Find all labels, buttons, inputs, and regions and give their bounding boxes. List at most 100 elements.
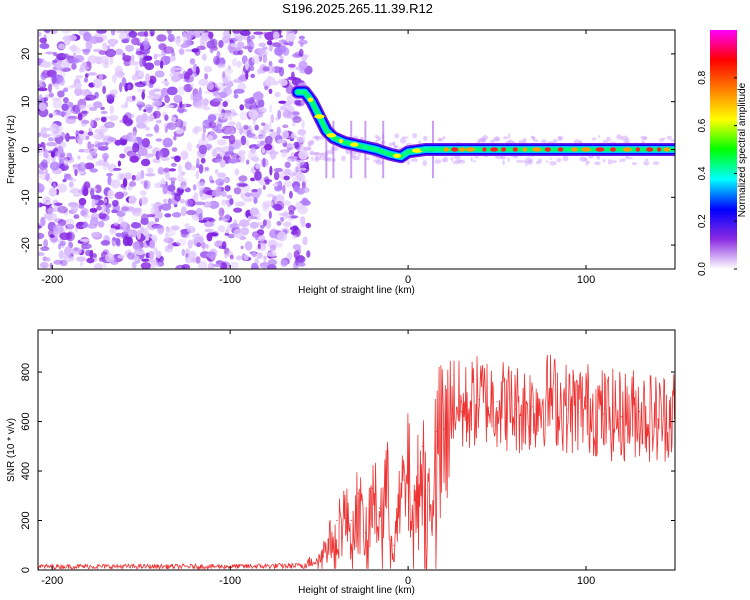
noise-speckle	[105, 203, 112, 209]
noise-speckle	[68, 241, 74, 249]
noise-speckle	[54, 202, 63, 206]
bottom-y-tick-label: 800	[20, 363, 32, 381]
noise-speckle	[38, 225, 43, 229]
noise-speckle	[121, 174, 131, 180]
noise-speckle	[96, 205, 102, 211]
noise-speckle	[146, 167, 154, 174]
noise-speckle	[59, 77, 65, 86]
noise-speckle	[180, 150, 189, 160]
ridge-peak	[338, 138, 344, 144]
noise-speckle	[82, 110, 89, 115]
noise-speckle	[301, 54, 308, 62]
noise-speckle	[171, 162, 177, 167]
top-y-tick-label: 20	[20, 48, 32, 60]
noise-speckle	[229, 198, 234, 205]
noise-speckle	[287, 204, 296, 213]
noise-speckle	[154, 53, 164, 57]
noise-speckle	[243, 45, 254, 50]
noise-speckle	[206, 40, 216, 49]
colorbar-tick-label: 0.2	[697, 214, 708, 228]
noise-speckle	[297, 129, 307, 136]
noise-speckle	[164, 232, 170, 243]
faint-blob	[366, 157, 370, 161]
noise-speckle	[243, 124, 249, 130]
noise-speckle	[207, 114, 217, 122]
noise-speckle	[110, 30, 116, 36]
noise-speckle	[246, 159, 250, 165]
faint-blob	[549, 157, 552, 160]
noise-speckle	[262, 46, 268, 50]
bottom-y-tick-label: 0	[20, 567, 32, 573]
noise-speckle	[298, 48, 304, 57]
ridge-peak	[307, 97, 314, 102]
noise-speckle	[253, 31, 264, 35]
snr-point	[496, 401, 498, 403]
noise-speckle	[266, 251, 277, 257]
noise-speckle	[38, 252, 45, 257]
noise-speckle	[51, 97, 62, 101]
noise-speckle	[244, 192, 252, 197]
noise-speckle	[87, 141, 92, 151]
noise-speckle	[198, 144, 208, 155]
noise-speckle	[300, 100, 305, 105]
noise-speckle	[268, 121, 272, 132]
noise-speckle	[150, 203, 161, 207]
noise-speckle	[81, 66, 90, 70]
noise-speckle	[168, 177, 177, 182]
noise-speckle	[245, 140, 250, 146]
noise-speckle	[200, 157, 206, 164]
noise-speckle	[274, 91, 281, 98]
noise-speckle	[136, 230, 141, 240]
noise-speckle	[276, 126, 281, 136]
noise-speckle	[61, 103, 69, 111]
bottom-x-tick-label: -100	[219, 575, 241, 587]
noise-speckle	[121, 135, 130, 140]
noise-speckle	[123, 59, 132, 67]
noise-speckle	[250, 177, 256, 182]
noise-speckle	[83, 214, 91, 219]
noise-speckle	[180, 43, 188, 49]
noise-speckle	[257, 136, 265, 140]
noise-speckle	[230, 113, 234, 117]
faint-blob	[632, 162, 637, 166]
noise-speckle	[218, 40, 224, 48]
noise-speckle	[276, 242, 283, 248]
noise-speckle	[72, 247, 82, 255]
noise-speckle	[243, 197, 253, 202]
faint-blob	[394, 145, 398, 148]
noise-speckle	[175, 119, 184, 128]
noise-speckle	[74, 169, 78, 177]
noise-speckle	[156, 261, 164, 268]
noise-speckle	[291, 111, 300, 116]
noise-speckle	[210, 179, 215, 184]
snr-plot	[38, 354, 675, 570]
noise-speckle	[45, 51, 55, 55]
noise-speckle	[208, 218, 216, 223]
noise-speckle	[93, 101, 103, 109]
noise-speckle	[257, 243, 261, 250]
noise-speckle	[251, 189, 259, 193]
noise-speckle	[106, 207, 110, 215]
noise-speckle	[63, 87, 69, 93]
noise-speckle	[233, 93, 239, 99]
noise-speckle	[121, 77, 127, 87]
ridge-peak	[663, 147, 670, 152]
noise-speckle	[143, 37, 149, 45]
noise-speckle	[228, 158, 239, 164]
noise-speckle	[178, 164, 182, 174]
noise-speckle	[104, 121, 115, 129]
noise-speckle	[177, 104, 185, 114]
noise-speckle	[46, 142, 57, 147]
noise-speckle	[274, 200, 285, 211]
noise-speckle	[143, 55, 153, 61]
noise-speckle	[101, 206, 106, 214]
noise-speckle	[267, 259, 278, 266]
noise-speckle	[48, 176, 53, 185]
noise-speckle	[115, 232, 123, 237]
noise-speckle	[164, 95, 171, 104]
noise-speckle	[112, 167, 122, 171]
noise-speckle	[71, 63, 77, 70]
noise-speckle	[276, 231, 287, 242]
noise-speckle	[52, 59, 58, 63]
faint-blob	[530, 135, 534, 139]
